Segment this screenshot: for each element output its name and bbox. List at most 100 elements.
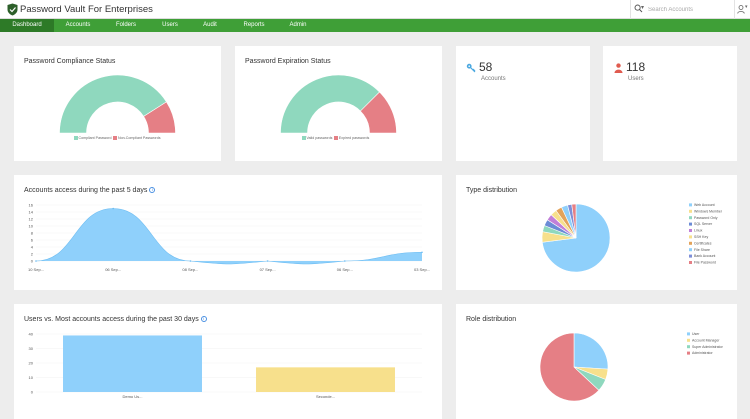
legend-swatch	[689, 222, 692, 226]
card-title: Password Compliance Status	[24, 58, 116, 65]
legend-swatch	[74, 136, 78, 140]
nav-dashboard[interactable]: Dashboard	[0, 19, 54, 32]
legend-swatch	[687, 351, 690, 355]
users-label: Users	[628, 76, 644, 82]
info-icon[interactable]: i	[200, 316, 207, 322]
search-icon[interactable]	[634, 4, 643, 13]
pie-slice	[539, 332, 600, 402]
nav-audit[interactable]: Audit	[203, 22, 217, 28]
legend-label: Bank Account	[694, 254, 715, 258]
compliance-gauge-chart	[59, 74, 176, 134]
expiration-card: Password Expiration Status Valid passwor…	[235, 46, 442, 161]
y-tick-label: 4	[31, 244, 34, 249]
info-icon[interactable]: i	[149, 187, 156, 193]
legend-label: User	[692, 332, 700, 336]
legend-swatch	[689, 241, 692, 245]
users-vs-card: Users vs. Most accounts access during th…	[14, 304, 442, 419]
y-tick-label: 20	[29, 360, 34, 365]
legend-swatch	[689, 216, 692, 220]
legend-label: File Share	[694, 248, 710, 252]
y-tick-label: 40	[29, 331, 34, 336]
x-tick-label: Seconde...	[316, 394, 335, 399]
users-kpi-card[interactable]: 118 Users	[603, 46, 737, 161]
accounts-count: 58	[479, 60, 493, 74]
card-title: Role distribution	[466, 316, 517, 323]
legend-swatch	[689, 229, 692, 232]
user-icon	[614, 63, 623, 73]
y-tick-label: 30	[29, 346, 34, 351]
nav-users[interactable]: Users	[162, 22, 178, 28]
y-tick-label: 6	[31, 237, 34, 242]
legend-label: Account Manager	[692, 338, 720, 342]
y-tick-label: 10	[29, 223, 34, 228]
data-point	[112, 207, 114, 210]
chevron-down-icon[interactable]: ▾	[745, 4, 748, 10]
access-area-chart: 0 2 4 6 8 10 12 14 16 10 Sep... 06 Sep... 08 Sep...…	[28, 202, 430, 272]
legend-swatch	[689, 235, 692, 239]
card-title-text: Accounts access during the past 5 days	[24, 187, 148, 194]
user-icon[interactable]	[737, 5, 745, 14]
x-tick-label: 06 Sep...	[105, 267, 121, 272]
accounts-kpi-card[interactable]: 58 Accounts	[456, 46, 590, 161]
legend-label: SQL Server	[694, 222, 713, 226]
bar	[256, 367, 395, 392]
y-tick-label: 8	[31, 230, 34, 235]
role-pie-chart: User Account Manager Super Administrator Ad…	[539, 332, 724, 402]
users-count: 118	[626, 60, 646, 74]
legend-label: Non-Compliant Passwords	[117, 136, 161, 140]
legend-swatch	[689, 209, 692, 213]
x-tick-label: 10 Sep...	[28, 267, 44, 272]
legend-label: File Password	[694, 261, 716, 265]
legend-label: Compliant Password	[78, 136, 112, 140]
access-chart-card: Accounts access during the past 5 days i …	[14, 175, 442, 290]
nav-accounts[interactable]: Accounts	[65, 22, 91, 28]
role-distribution-card: Role distribution User Account Manager Sup…	[456, 304, 737, 419]
y-tick-label: 0	[31, 258, 34, 263]
area-series	[36, 208, 422, 264]
data-point	[421, 251, 423, 254]
nav-reports[interactable]: Reports	[243, 22, 265, 28]
gauge-segment	[280, 74, 380, 134]
type-pie-chart: Web Account Windows Member Password Only SQ…	[541, 203, 723, 273]
gauge-segment	[59, 74, 167, 134]
y-tick-label: 2	[31, 251, 34, 256]
pie-slice	[573, 332, 609, 370]
y-tick-label: 0	[31, 389, 34, 394]
x-tick-label: 08 Sep...	[182, 267, 198, 272]
card-title: Type distribution	[466, 187, 517, 194]
legend-label: Windows Member	[694, 209, 723, 213]
nav-admin[interactable]: Admin	[289, 22, 307, 28]
data-point	[35, 260, 37, 262]
accounts-label: Accounts	[481, 76, 506, 82]
user-menu[interactable]: ▾	[734, 0, 750, 19]
app-title: Password Vault For Enterprises	[20, 4, 153, 15]
data-point	[189, 260, 192, 262]
expiration-legend: Valid passwords Expired passwords	[302, 136, 369, 140]
legend-label: Linux	[694, 229, 703, 233]
legend-swatch	[334, 136, 338, 140]
area-line	[35, 208, 423, 265]
legend-swatch	[687, 345, 690, 349]
y-tick-label: 10	[29, 375, 34, 380]
card-title: Accounts access during the past 5 days i	[24, 187, 156, 194]
y-tick-label: 16	[29, 202, 34, 207]
legend-swatch	[689, 261, 692, 264]
legend-swatch	[689, 254, 692, 258]
key-icon	[466, 63, 476, 73]
bar	[63, 335, 202, 392]
legend-swatch	[689, 248, 692, 252]
search-input[interactable]	[648, 4, 732, 15]
y-tick-label: 14	[29, 209, 34, 214]
compliance-legend: Compliant Password Non-Compliant Passwor…	[74, 136, 161, 140]
chevron-down-icon[interactable]: ▾	[641, 5, 645, 11]
x-tick-label: 03 Sep...	[414, 267, 430, 272]
compliance-card: Password Compliance Status Compliant Pas…	[14, 46, 221, 161]
nav-folders[interactable]: Folders	[115, 22, 136, 28]
gauge-segment	[143, 101, 176, 134]
card-title: Password Expiration Status	[245, 58, 331, 65]
legend-swatch	[113, 136, 117, 140]
data-point	[266, 260, 269, 262]
search-box[interactable]: ▾	[630, 0, 734, 19]
type-distribution-card: Type distribution Web Account Windows Mem…	[456, 175, 737, 290]
main-nav: Dashboard Accounts Folders Users Audit R…	[0, 19, 750, 32]
